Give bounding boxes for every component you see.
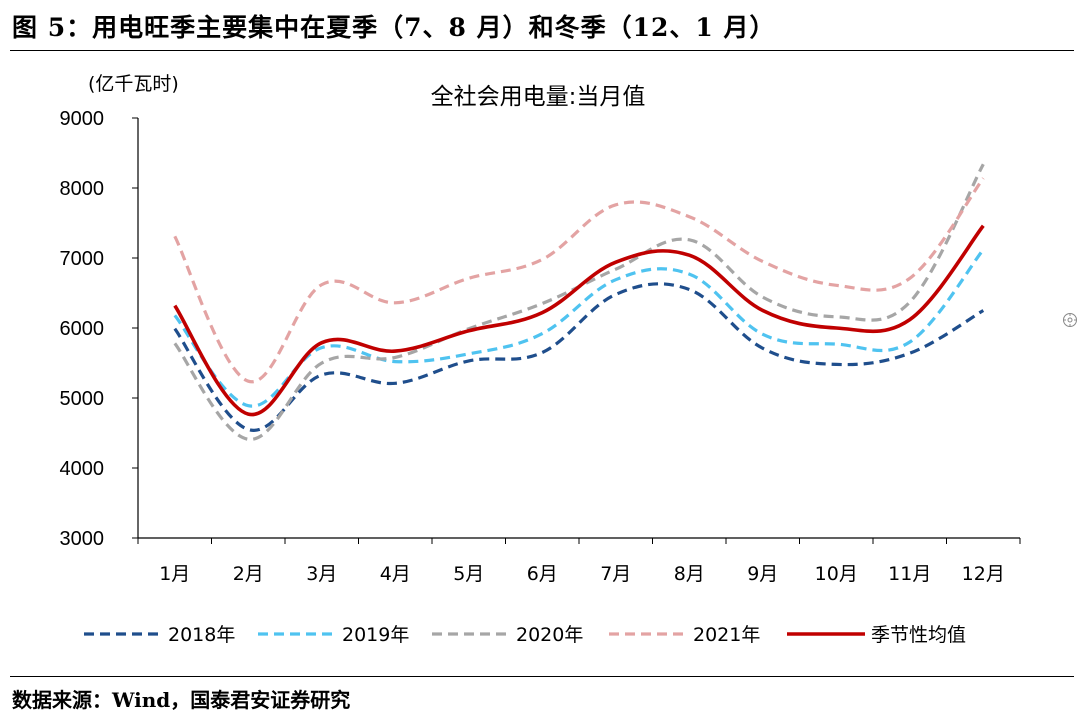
chart-title: 全社会用电量:当月值 <box>431 84 646 110</box>
x-tick-label: 1月 <box>159 563 190 585</box>
legend-label: 2019年 <box>342 624 409 646</box>
series-line-2 <box>173 248 985 408</box>
y-tick-label: 5000 <box>60 388 105 410</box>
axes: 3000 4000 5000 6000 7000 8000 9000 1月 2月 3月 4月 5月 6月… <box>60 108 1021 585</box>
y-axis-unit-label: (亿千瓦时) <box>88 73 179 95</box>
series-line-4 <box>173 177 985 384</box>
zoom-icon[interactable] <box>1062 312 1078 328</box>
y-tick-label: 7000 <box>60 248 105 270</box>
x-tick-label: 8月 <box>674 563 705 585</box>
y-tick-label: 6000 <box>60 318 105 340</box>
y-tick-label: 9000 <box>60 108 105 130</box>
source-note: 数据来源：Wind，国泰君安证券研究 <box>12 688 351 712</box>
x-tick-label: 12月 <box>962 563 1005 585</box>
legend-label: 2018年 <box>168 624 235 646</box>
x-tick-label: 10月 <box>815 563 858 585</box>
series-line-3 <box>173 163 985 441</box>
x-tick-label: 4月 <box>380 563 411 585</box>
legend-label: 季节性均值 <box>871 624 966 646</box>
series-line-5 <box>173 224 985 417</box>
legend: 2018年 2019年 2020年 2021年 季节性均值 <box>84 624 966 646</box>
series-layer <box>173 163 985 441</box>
x-tick-label: 6月 <box>527 563 558 585</box>
footer-divider <box>10 676 1074 677</box>
series-line-1 <box>173 282 985 432</box>
line-chart: (亿千瓦时) 全社会用电量:当月值 3000 4000 5000 6000 7000 80… <box>60 73 1021 646</box>
x-tick-label: 5月 <box>453 563 484 585</box>
x-tick-label: 3月 <box>306 563 337 585</box>
legend-label: 2021年 <box>693 624 760 646</box>
y-tick-label: 8000 <box>60 178 105 200</box>
legend-label: 2020年 <box>516 624 583 646</box>
x-tick-label: 9月 <box>747 563 778 585</box>
y-tick-label: 4000 <box>60 458 105 480</box>
y-tick-label: 3000 <box>60 528 105 550</box>
figure-title: 图 5：用电旺季主要集中在夏季（7、8 月）和冬季（12、1 月） <box>12 13 776 42</box>
x-tick-label: 11月 <box>888 563 931 585</box>
x-tick-label: 7月 <box>600 563 631 585</box>
x-tick-label: 2月 <box>233 563 264 585</box>
title-divider <box>10 50 1074 51</box>
